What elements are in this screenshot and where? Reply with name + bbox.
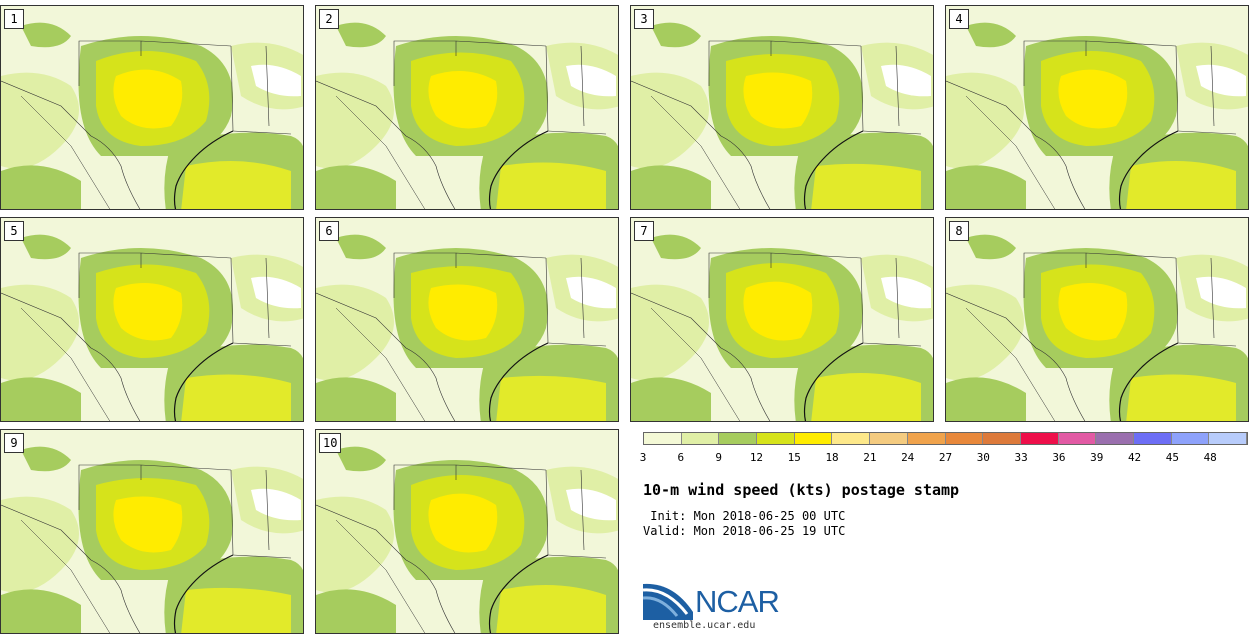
legend-tick-label: 15	[787, 451, 801, 464]
wind-map	[1, 218, 303, 421]
legend-tick-label: 30	[976, 451, 990, 464]
legend-swatch	[907, 433, 946, 444]
wind-map	[1, 6, 303, 209]
valid-time: Valid: Mon 2018-06-25 19 UTC	[643, 524, 846, 538]
logo-url: ensemble.ucar.edu	[653, 620, 756, 631]
legend-swatch	[945, 433, 984, 444]
legend-tick-label: 36	[1052, 451, 1066, 464]
stamp-map-10: 10	[315, 429, 619, 634]
logo-text: NCAR	[695, 584, 780, 619]
legend-tick-label: 24	[901, 451, 915, 464]
wind-map	[316, 218, 618, 421]
legend-tick-label: 6	[677, 451, 685, 464]
legend-swatch	[870, 433, 908, 444]
wind-map	[946, 6, 1248, 209]
legend-swatch	[1096, 433, 1134, 444]
stamp-number: 6	[319, 221, 339, 241]
stamp-map-2: 2	[315, 5, 619, 210]
stamp-map-9: 9	[0, 429, 304, 634]
stamp-number: 5	[4, 221, 24, 241]
stamp-map-5: 5	[0, 217, 304, 422]
legend-swatch	[1133, 433, 1172, 444]
wind-map	[316, 6, 618, 209]
legend-tick-label: 3	[639, 451, 647, 464]
wind-map	[946, 218, 1248, 421]
stamp-map-6: 6	[315, 217, 619, 422]
color-legend: 3 6 9 12 15 18 21 24 27 30 33 36 39 42 45 48	[639, 432, 1248, 465]
stamp-map-1: 1	[0, 5, 304, 210]
legend-swatch	[1209, 433, 1247, 444]
legend-tick-label: 9	[715, 451, 722, 464]
stamp-map-4: 4	[945, 5, 1249, 210]
stamp-number: 8	[949, 221, 969, 241]
legend-swatch	[794, 433, 833, 444]
legend-swatch	[681, 433, 720, 444]
ncar-logo-icon	[642, 583, 693, 620]
legend-tick-label: 27	[938, 451, 953, 464]
stamp-number: 3	[634, 9, 654, 29]
legend-tick-label: 33	[1014, 451, 1028, 464]
legend-swatch	[1020, 433, 1059, 444]
legend-swatch	[983, 433, 1021, 444]
stamp-number: 4	[949, 9, 969, 29]
stamp-number: 7	[634, 221, 654, 241]
stamp-number: 9	[4, 433, 24, 453]
wind-map	[316, 430, 618, 633]
stamp-number: 2	[319, 9, 339, 29]
legend-tick-labels: 3 6 9 12 15 18 21 24 27 30 33 36 39 42 45 48	[639, 451, 1248, 465]
stamp-map-8: 8	[945, 217, 1249, 422]
wind-map	[631, 218, 933, 421]
legend-swatch	[719, 433, 758, 444]
legend-swatch	[644, 433, 682, 444]
stamp-map-7: 7	[630, 217, 934, 422]
legend-tick-label: 18	[825, 451, 839, 464]
stamp-number: 1	[4, 9, 24, 29]
ncar-logo: NCAR	[642, 578, 793, 620]
legend-swatch	[1171, 433, 1210, 444]
legend-tick-label: 39	[1090, 451, 1104, 464]
legend-tick-label: 48	[1203, 451, 1217, 464]
wind-map	[1, 430, 303, 633]
legend-swatch	[832, 433, 871, 444]
legend-tick-label: 42	[1127, 451, 1142, 464]
stamp-map-3: 3	[630, 5, 934, 210]
stamp-number: 10	[319, 433, 342, 453]
legend-swatch	[1058, 433, 1097, 444]
legend-tick-label: 45	[1165, 451, 1179, 464]
init-time: Init: Mon 2018-06-25 00 UTC	[643, 509, 846, 523]
legend-color-bar	[643, 432, 1248, 445]
legend-swatch	[757, 433, 795, 444]
wind-map	[631, 6, 933, 209]
plot-title: 10-m wind speed (kts) postage stamp	[643, 481, 960, 499]
legend-tick-label: 12	[749, 451, 764, 464]
legend-tick-label: 21	[863, 451, 877, 464]
